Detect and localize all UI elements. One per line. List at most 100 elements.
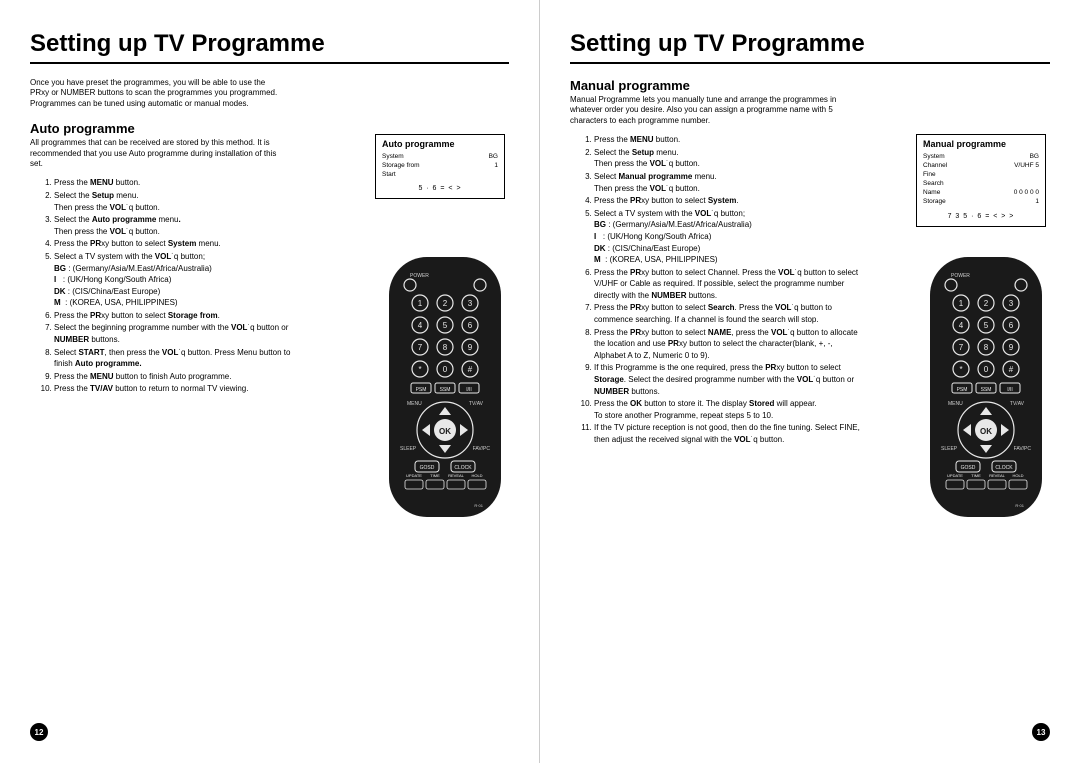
svg-text:CLOCK: CLOCK bbox=[454, 465, 472, 471]
page-right: Setting up TV Programme Manual programme… bbox=[540, 0, 1080, 763]
svg-text:0: 0 bbox=[984, 365, 989, 374]
page-spread: Setting up TV Programme Once you have pr… bbox=[0, 0, 1080, 763]
svg-text:8: 8 bbox=[984, 343, 989, 352]
osd-title: Manual programme bbox=[923, 139, 1039, 149]
svg-text:UPDATE: UPDATE bbox=[406, 473, 422, 478]
svg-text:4: 4 bbox=[959, 321, 964, 330]
svg-text:3: 3 bbox=[468, 299, 473, 308]
step-item: Press the PRxy button to select Search. … bbox=[594, 302, 860, 325]
svg-text:GOSD: GOSD bbox=[961, 465, 976, 471]
page-title: Setting up TV Programme bbox=[570, 30, 1050, 64]
svg-text:R·01: R·01 bbox=[474, 503, 483, 508]
manual-steps: Press the MENU button.Select the Setup m… bbox=[570, 134, 860, 445]
svg-text:SSM: SSM bbox=[981, 387, 992, 393]
svg-text:UPDATE: UPDATE bbox=[947, 473, 963, 478]
step-item: Select START, then press the VOL˙q butto… bbox=[54, 347, 310, 370]
step-item: Select the beginning programme number wi… bbox=[54, 322, 310, 345]
svg-text:HOLD: HOLD bbox=[471, 473, 482, 478]
osd-rows: SystemBGChannelV/UHF 5FineSearchName0 0 … bbox=[923, 152, 1039, 207]
osd-row: Name0 0 0 0 0 bbox=[923, 188, 1039, 197]
step-item: Press the PRxy button to select Storage … bbox=[54, 310, 310, 322]
svg-text:5: 5 bbox=[443, 321, 448, 330]
svg-text:OK: OK bbox=[980, 427, 992, 436]
osd-row: SystemBG bbox=[382, 152, 498, 161]
osd-box-auto: Auto programme SystemBGStorage from1Star… bbox=[375, 134, 505, 199]
svg-text:7: 7 bbox=[959, 343, 964, 352]
svg-text:6: 6 bbox=[1009, 321, 1014, 330]
osd-row: Storage1 bbox=[923, 197, 1039, 206]
svg-text:SLEEP: SLEEP bbox=[400, 446, 417, 452]
step-item: If the TV picture reception is not good,… bbox=[594, 422, 860, 445]
svg-text:5: 5 bbox=[984, 321, 989, 330]
svg-text:TIME: TIME bbox=[430, 473, 440, 478]
svg-text:*: * bbox=[959, 365, 962, 374]
svg-text:FAV/PC: FAV/PC bbox=[473, 446, 491, 452]
svg-text:2: 2 bbox=[443, 299, 448, 308]
svg-text:0: 0 bbox=[443, 365, 448, 374]
page-left: Setting up TV Programme Once you have pr… bbox=[0, 0, 540, 763]
osd-row: Fine bbox=[923, 170, 1039, 179]
svg-text:#: # bbox=[1009, 365, 1014, 374]
step-item: Press the MENU button. bbox=[594, 134, 860, 146]
step-item: Select the Setup menu.Then press the VOL… bbox=[594, 147, 860, 170]
osd-row: ChannelV/UHF 5 bbox=[923, 161, 1039, 170]
svg-text:SLEEP: SLEEP bbox=[941, 446, 958, 452]
svg-text:REVEAL: REVEAL bbox=[448, 473, 465, 478]
osd-row: SystemBG bbox=[923, 152, 1039, 161]
osd-rows: SystemBGStorage from1Start bbox=[382, 152, 498, 179]
svg-text:R·01: R·01 bbox=[1015, 503, 1024, 508]
svg-text:7: 7 bbox=[418, 343, 423, 352]
svg-text:POWER: POWER bbox=[951, 273, 970, 279]
osd-box-manual: Manual programme SystemBGChannelV/UHF 5F… bbox=[916, 134, 1046, 227]
step-item: Select a TV system with the VOL˙q button… bbox=[54, 251, 310, 309]
osd-row: Start bbox=[382, 170, 498, 179]
svg-text:TV/AV: TV/AV bbox=[1010, 401, 1025, 407]
osd-title: Auto programme bbox=[382, 139, 498, 149]
svg-text:9: 9 bbox=[1009, 343, 1014, 352]
svg-text:I/II: I/II bbox=[1007, 387, 1013, 393]
svg-text:8: 8 bbox=[443, 343, 448, 352]
svg-text:SSM: SSM bbox=[440, 387, 451, 393]
svg-text:I/II: I/II bbox=[466, 387, 472, 393]
section-heading-manual: Manual programme bbox=[570, 78, 1050, 93]
svg-text:MENU: MENU bbox=[407, 401, 422, 407]
step-item: Press the MENU button to finish Auto pro… bbox=[54, 371, 310, 383]
page-title: Setting up TV Programme bbox=[30, 30, 509, 64]
remote-left: POWER 1 2 3 4 5 6 7 8 9 bbox=[385, 255, 505, 520]
intro-text: Once you have preset the programmes, you… bbox=[30, 78, 285, 109]
svg-text:TIME: TIME bbox=[971, 473, 981, 478]
svg-text:HOLD: HOLD bbox=[1012, 473, 1023, 478]
osd-row: Search bbox=[923, 179, 1039, 188]
remote-right: POWER 1 2 3 4 5 6 7 8 9 bbox=[926, 255, 1046, 520]
svg-text:PSM: PSM bbox=[957, 387, 968, 393]
step-item: Press the OK button to store it. The dis… bbox=[594, 398, 860, 421]
page-number: 13 bbox=[1032, 723, 1050, 741]
section-sub-manual: Manual Programme lets you manually tune … bbox=[570, 95, 840, 126]
svg-text:4: 4 bbox=[418, 321, 423, 330]
svg-text:*: * bbox=[418, 365, 421, 374]
svg-text:1: 1 bbox=[418, 299, 423, 308]
svg-text:PSM: PSM bbox=[416, 387, 427, 393]
osd-row: Storage from1 bbox=[382, 161, 498, 170]
step-item: Press the PRxy button to select System. bbox=[594, 195, 860, 207]
step-item: Press the PRxy button to select NAME, pr… bbox=[594, 327, 860, 362]
page-number: 12 bbox=[30, 723, 48, 741]
svg-text:MENU: MENU bbox=[948, 401, 963, 407]
osd-footer: 5 · 6 = < > bbox=[382, 185, 498, 192]
svg-text:FAV/PC: FAV/PC bbox=[1014, 446, 1032, 452]
svg-text:1: 1 bbox=[959, 299, 964, 308]
section-sub-auto: All programmes that can be received are … bbox=[30, 138, 290, 169]
step-item: Press the PRxy button to select System m… bbox=[54, 238, 310, 250]
svg-text:3: 3 bbox=[1009, 299, 1014, 308]
svg-text:6: 6 bbox=[468, 321, 473, 330]
svg-text:9: 9 bbox=[468, 343, 473, 352]
step-item: If this Programme is the one required, p… bbox=[594, 362, 860, 397]
step-item: Press the PRxy button to select Channel.… bbox=[594, 267, 860, 302]
step-item: Select Manual programme menu.Then press … bbox=[594, 171, 860, 194]
svg-text:#: # bbox=[468, 365, 473, 374]
svg-text:GOSD: GOSD bbox=[420, 465, 435, 471]
svg-text:OK: OK bbox=[439, 427, 451, 436]
step-item: Select a TV system with the VOL˙q button… bbox=[594, 208, 860, 266]
svg-text:TV/AV: TV/AV bbox=[469, 401, 484, 407]
step-item: Press the TV/AV button to return to norm… bbox=[54, 383, 310, 395]
